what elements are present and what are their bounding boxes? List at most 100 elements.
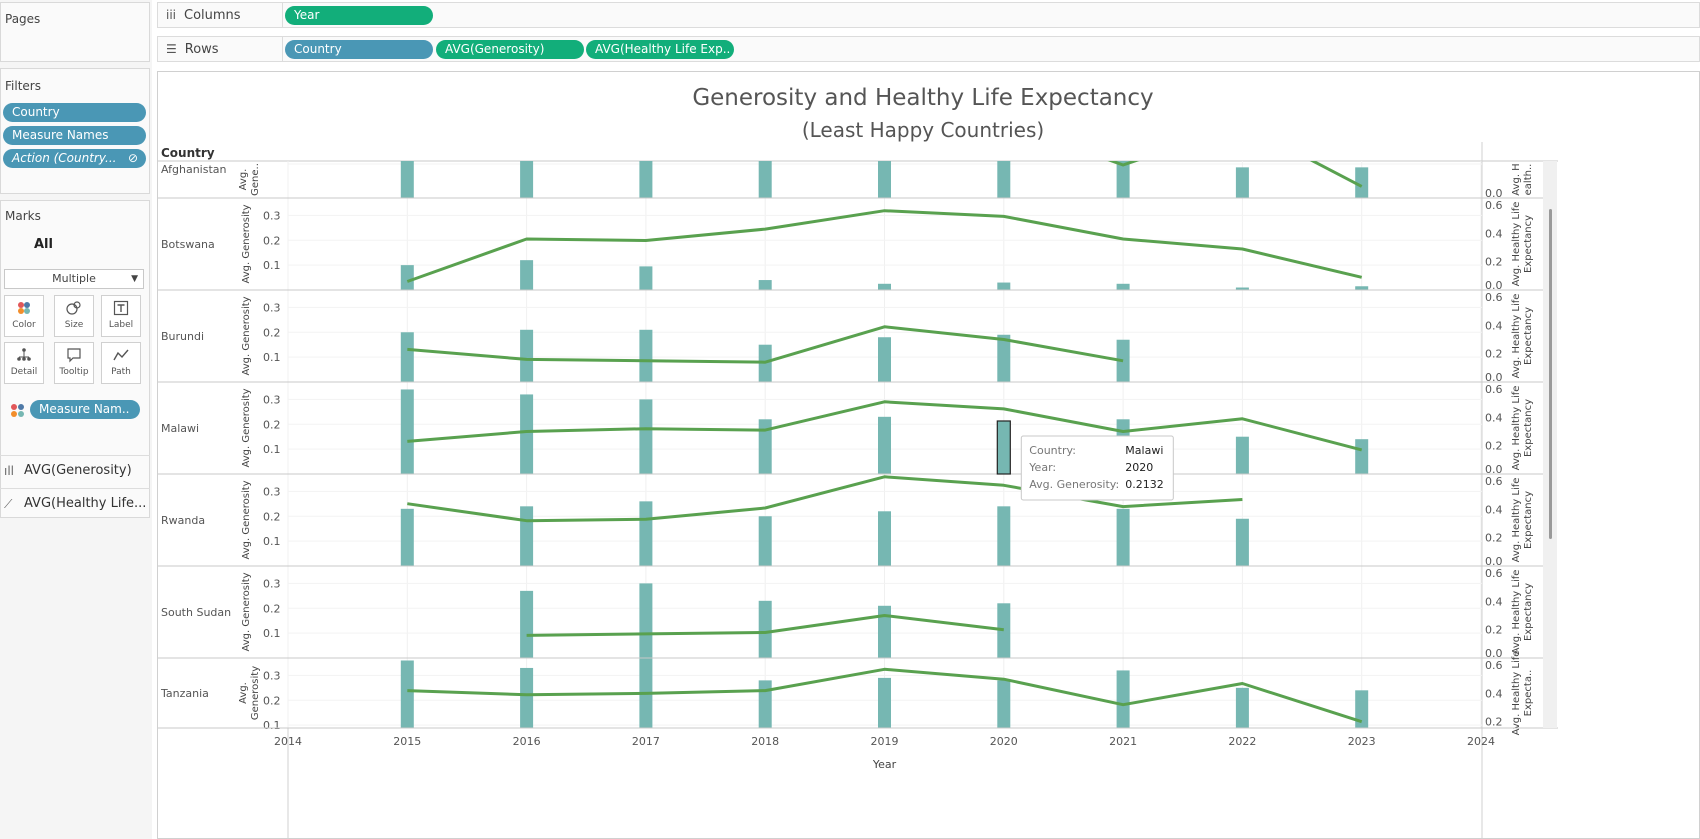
generosity-bar <box>1235 167 1249 198</box>
marks-path-button[interactable]: Path <box>101 342 141 384</box>
right-axis-tick: 0.2 <box>1485 348 1503 361</box>
left-axis-tick: 0.3 <box>263 393 281 406</box>
columns-label: iii Columns <box>166 3 241 28</box>
tooltip-value: 2020 <box>1125 461 1153 474</box>
marks-color-pill[interactable]: Measure Nam.. <box>30 400 140 419</box>
tooltip-label: Country: <box>1029 444 1076 457</box>
filters-card: Filters Country Measure Names Action (Co… <box>0 68 150 194</box>
filter-pill-country[interactable]: Country <box>3 103 146 122</box>
generosity-bar <box>1235 287 1249 290</box>
x-axis-title: Year <box>872 758 897 771</box>
right-axis-tick: 0.6 <box>1485 659 1503 672</box>
tooltip: Country: Malawi Year: 2020 Avg. Generosity: 0… <box>1020 435 1174 501</box>
mark-type-dropdown[interactable]: Multiple ▼ <box>4 269 144 289</box>
generosity-bar <box>997 334 1011 382</box>
rows-pill-avg-generosity[interactable]: AVG(Generosity) <box>436 40 584 59</box>
generosity-bar <box>520 667 534 728</box>
right-axis-title-line: Expectancy <box>1523 307 1534 365</box>
healthy-life-line <box>407 667 1363 724</box>
generosity-bar <box>1355 690 1369 728</box>
marks-color-button[interactable]: Color <box>4 295 44 337</box>
generosity-bar <box>878 161 891 198</box>
right-axis-title-line: Expectancy <box>1523 399 1534 457</box>
right-axis-title-line: Avg. H <box>1511 163 1522 195</box>
right-axis-tick: 0.4 <box>1485 319 1503 332</box>
generosity-bar <box>1116 670 1130 728</box>
right-axis-tick: 0.4 <box>1485 595 1503 608</box>
left-axis-title-line: Avg. <box>238 682 249 704</box>
right-axis-tick: 0.4 <box>1485 411 1503 424</box>
color-icon <box>5 300 43 318</box>
right-axis-tick: 0.4 <box>1485 503 1503 516</box>
tooltip-label: Avg. Generosity: <box>1029 478 1119 491</box>
generosity-bar <box>878 511 891 566</box>
generosity-bar <box>520 260 534 290</box>
tooltip-value: 0.2132 <box>1125 478 1164 491</box>
x-axis-tick: 2023 <box>1348 735 1376 748</box>
rows-pill-avg-healthy-life[interactable]: AVG(Healthy Life Exp.. <box>586 40 734 59</box>
marks-all-label[interactable]: All <box>34 237 53 252</box>
generosity-bar <box>520 161 534 198</box>
left-axis-tick: 0.2 <box>263 418 281 431</box>
columns-icon: iii <box>166 8 177 22</box>
country-label: Tanzania <box>160 687 209 700</box>
generosity-bar <box>997 282 1011 290</box>
right-axis-tick: 0.4 <box>1485 227 1503 240</box>
generosity-bar <box>878 605 891 658</box>
rows-shelf[interactable]: ☰ Rows Country AVG(Generosity) AVG(Health… <box>157 36 1700 62</box>
x-axis-tick: 2022 <box>1228 735 1256 748</box>
generosity-bar <box>1116 339 1130 382</box>
generosity-bar <box>400 508 414 566</box>
right-axis-title: Avg. Health.. <box>1511 163 1534 195</box>
marks-measure-healthy-life[interactable]: ⟋ AVG(Healthy Life... <box>0 488 150 518</box>
measure-healthy-life-label: AVG(Healthy Life... <box>24 496 147 511</box>
right-axis-tick: 0.2 <box>1485 716 1503 729</box>
generosity-bar <box>1235 687 1249 728</box>
generosity-bar <box>997 603 1011 658</box>
color-legend-icon <box>10 403 26 423</box>
left-axis-tick: 0.3 <box>263 209 281 222</box>
left-axis-title: Avg.Gene.. <box>238 163 261 196</box>
marks-detail-label: Detail <box>10 367 38 377</box>
right-axis-tick: 0.6 <box>1485 291 1503 304</box>
filter-pill-measure-names[interactable]: Measure Names <box>3 126 146 145</box>
pages-card[interactable]: Pages <box>0 2 150 62</box>
left-axis-tick: 0.3 <box>263 485 281 498</box>
country-label: Rwanda <box>161 514 205 527</box>
healthy-life-line <box>407 475 1243 523</box>
generosity-bar <box>400 332 414 382</box>
generosity-bar <box>639 161 653 198</box>
pane-afghanistan <box>288 161 1482 198</box>
detail-icon <box>5 347 43 365</box>
healthy-life-line <box>526 614 1004 637</box>
right-axis-title-line: Avg. Healthy Life <box>1511 294 1522 379</box>
right-axis-tick: 0.4 <box>1485 687 1503 700</box>
right-axis-title-line: Avg. Healthy Life <box>1511 651 1522 736</box>
marks-measure-generosity[interactable]: ıll AVG(Generosity) <box>0 455 150 485</box>
right-axis-tick: 0.2 <box>1485 624 1503 637</box>
right-axis-tick: 0.0 <box>1485 279 1503 292</box>
right-axis-tick: 0.6 <box>1485 567 1503 580</box>
columns-shelf[interactable]: iii Columns Year <box>157 2 1700 28</box>
rows-pill-country[interactable]: Country <box>285 40 433 59</box>
pane-botswana <box>288 209 1482 290</box>
left-axis-tick: 0.1 <box>263 351 281 364</box>
marks-detail-button[interactable]: Detail <box>4 342 44 384</box>
healthy-life-line <box>407 325 1124 364</box>
marks-size-button[interactable]: Size <box>54 295 94 337</box>
text-label-icon <box>102 300 140 318</box>
right-axis-tick: 0.0 <box>1485 371 1503 384</box>
marks-tooltip-button[interactable]: Tooltip <box>54 342 94 384</box>
left-axis-title-line: Generosity <box>250 666 261 720</box>
filter-pill-action-country[interactable]: Action (Country... ⊘ <box>3 149 146 168</box>
left-axis-title-line: Avg. <box>238 169 249 191</box>
right-axis-title-line: Avg. Healthy Life <box>1511 478 1522 563</box>
x-axis-tick: 2018 <box>751 735 779 748</box>
marks-label-button[interactable]: Label <box>101 295 141 337</box>
filters-title: Filters <box>5 79 41 93</box>
rows-label-text: Rows <box>184 42 219 57</box>
right-axis-title-line: Avg. Healthy Life <box>1511 386 1522 471</box>
columns-pill-year[interactable]: Year <box>285 6 433 25</box>
